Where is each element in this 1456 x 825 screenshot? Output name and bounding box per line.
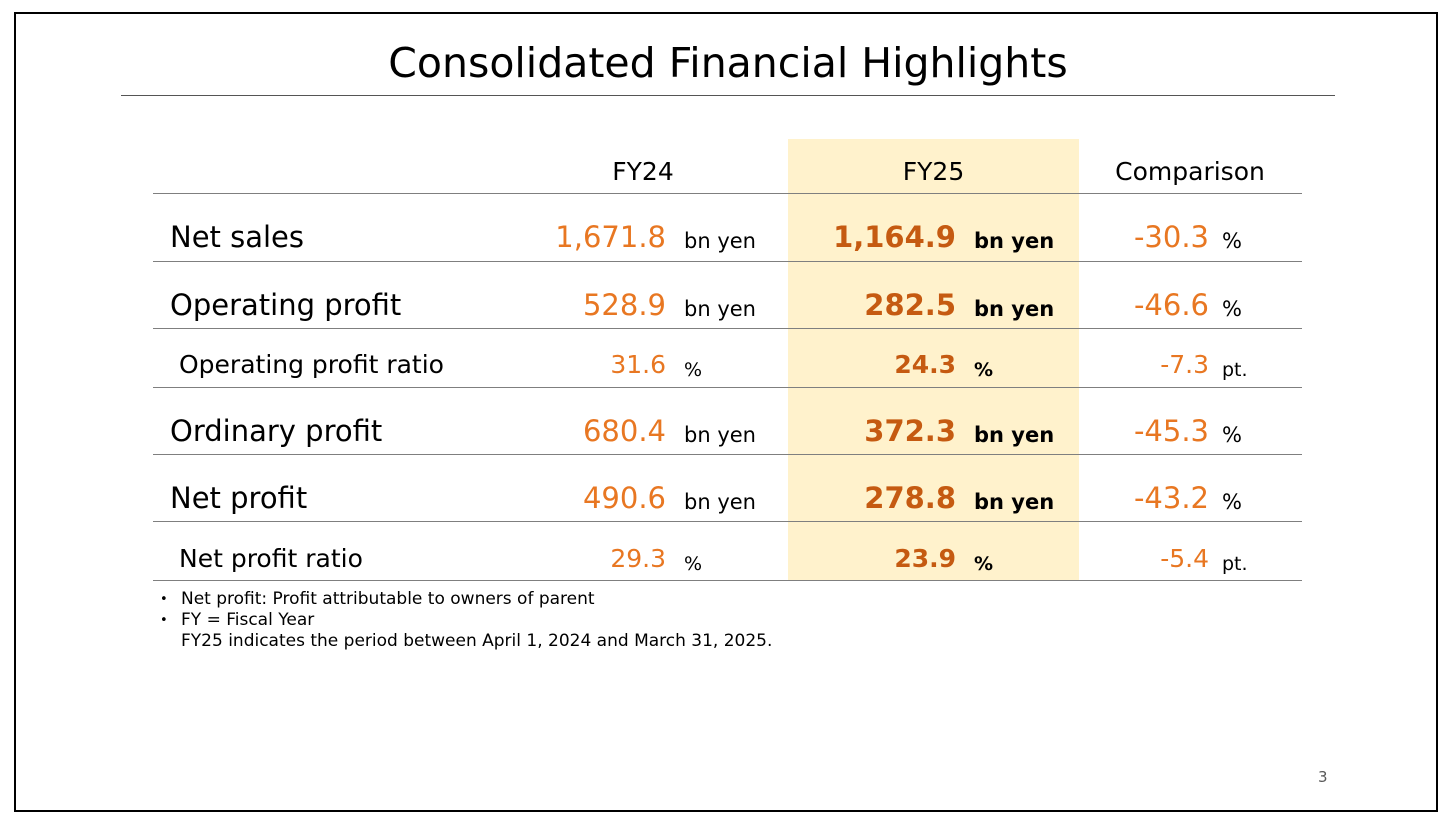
fy24-unit: bn yen — [684, 490, 756, 514]
fy24-value: 680.4 — [582, 414, 666, 448]
comparison-value: -46.6 — [1133, 288, 1209, 322]
fy24-value: 528.9 — [582, 288, 666, 322]
fy25-unit: % — [974, 359, 994, 381]
comparison-unit: % — [1222, 490, 1242, 514]
comparison-unit: % — [1222, 423, 1242, 447]
footnote-text: Net profit: Profit attributable to owner… — [181, 589, 595, 609]
comparison-unit: pt. — [1222, 359, 1248, 381]
row-label: Operating profit — [170, 288, 402, 322]
fy25-value: 23.9 — [894, 544, 956, 573]
row-divider — [153, 261, 1302, 262]
header-fy25: FY25 — [902, 157, 965, 186]
footnote-item: • Net profit: Profit attributable to own… — [160, 589, 772, 610]
fy24-value: 31.6 — [610, 350, 666, 379]
fy25-unit: bn yen — [974, 423, 1055, 447]
comparison-value: -45.3 — [1133, 414, 1209, 448]
header-fy24: FY24 — [612, 157, 674, 186]
row-divider — [153, 521, 1302, 522]
page-number: 3 — [1318, 768, 1328, 786]
fy25-value: 1,164.9 — [833, 220, 956, 254]
footnotes: • Net profit: Profit attributable to own… — [160, 589, 772, 652]
comparison-unit: % — [1222, 297, 1242, 321]
fy24-unit: bn yen — [684, 229, 756, 253]
comparison-value: -7.3 — [1160, 350, 1209, 379]
fy25-value: 278.8 — [864, 481, 956, 515]
slide-frame — [14, 12, 1438, 812]
title-divider — [121, 95, 1335, 96]
fy25-unit: bn yen — [974, 490, 1055, 514]
row-label: Net sales — [170, 220, 305, 254]
fy24-unit: % — [684, 359, 703, 381]
comparison-value: -43.2 — [1133, 481, 1209, 515]
slide-title: Consolidated Financial Highlights — [388, 39, 1068, 87]
row-divider — [153, 387, 1302, 388]
comparison-value: -30.3 — [1133, 220, 1209, 254]
fy25-unit: bn yen — [974, 229, 1055, 253]
fy25-value: 372.3 — [864, 414, 956, 448]
fy24-value: 29.3 — [610, 544, 666, 573]
row-label: Net profit ratio — [179, 544, 363, 573]
fy25-unit: % — [974, 553, 994, 575]
fy25-value: 282.5 — [864, 288, 956, 322]
fy24-unit: % — [684, 553, 703, 575]
fy25-value: 24.3 — [894, 350, 956, 379]
footnote-subtext: FY25 indicates the period between April … — [181, 631, 773, 651]
comparison-value: -5.4 — [1160, 544, 1209, 573]
row-divider — [153, 454, 1302, 455]
fy24-unit: bn yen — [684, 423, 756, 447]
footnote-item: • FY = Fiscal Year FY25 indicates the pe… — [160, 610, 772, 652]
fy25-unit: bn yen — [974, 297, 1055, 321]
row-divider — [153, 328, 1302, 329]
fy25-highlight-column — [788, 139, 1079, 581]
row-label: Ordinary profit — [170, 414, 383, 448]
footnote-text: FY = Fiscal Year — [181, 610, 315, 630]
fy24-value: 1,671.8 — [555, 220, 666, 254]
comparison-unit: % — [1222, 229, 1242, 253]
bullet-icon: • — [160, 592, 168, 607]
bullet-icon: • — [160, 613, 168, 628]
fy24-value: 490.6 — [582, 481, 666, 515]
row-label: Operating profit ratio — [179, 350, 444, 379]
fy24-unit: bn yen — [684, 297, 756, 321]
header-divider — [153, 193, 1302, 194]
header-comparison: Comparison — [1115, 157, 1265, 186]
row-label: Net profit — [170, 481, 308, 515]
table-bottom-divider — [153, 580, 1302, 581]
comparison-unit: pt. — [1222, 553, 1248, 575]
